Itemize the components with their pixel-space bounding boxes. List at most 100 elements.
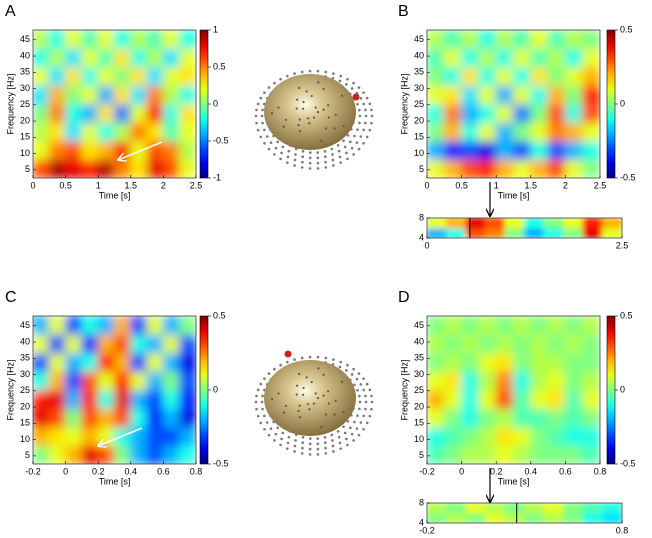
heatmap-cell: [547, 30, 566, 49]
electrode: [297, 123, 300, 127]
electrode: [255, 407, 258, 411]
electrode: [370, 121, 373, 125]
heatmap-cell: [162, 334, 181, 354]
electrode: [364, 114, 368, 118]
colorbar: [199, 29, 209, 179]
heatmap-cell: [81, 334, 99, 354]
heatmap-cell: [427, 371, 445, 391]
heatmap-cell: [530, 445, 549, 464]
heatmap-cell: [513, 334, 532, 354]
heatmap-cell: [478, 371, 497, 391]
x-tick-label: 0: [424, 240, 429, 250]
heatmap-cell: [564, 334, 584, 354]
heatmap-cell: [524, 512, 545, 523]
heatmap-cell: [495, 352, 514, 372]
electrode: [256, 128, 260, 132]
electrode: [342, 425, 345, 429]
heatmap-cell: [547, 103, 566, 123]
heatmap-cell: [478, 389, 497, 409]
heatmap-cell: [179, 316, 196, 335]
electrode: [332, 72, 335, 75]
heatmap-cell: [478, 445, 497, 464]
electrode: [336, 430, 340, 433]
electrode: [286, 441, 290, 445]
heatmap-cell: [33, 371, 50, 391]
electrode: [370, 108, 373, 112]
heatmap-cell: [130, 140, 148, 160]
electrode: [280, 437, 283, 441]
electrode: [370, 114, 374, 118]
heatmap-cell: [564, 389, 584, 409]
electrode: [342, 125, 345, 128]
electrode: [281, 431, 285, 435]
heatmap-cell: [461, 48, 480, 68]
electrode: [358, 394, 361, 398]
chart: 0 0.5 1 1.5 2 2.5 5 10 15 20 25 30 35 40 45 Time [s] Fre…: [398, 3, 636, 200]
heatmap-cell: [478, 159, 497, 178]
electrode: [302, 100, 305, 104]
electrode: [254, 114, 258, 118]
heatmap-cell: [443, 66, 463, 86]
heatmap-cell: [543, 512, 564, 523]
x-tick-label: 2.5: [190, 180, 203, 190]
heatmap-cell: [179, 30, 196, 49]
electrode: [298, 86, 301, 90]
heatmap-cell: [427, 389, 445, 409]
electrode: [302, 386, 305, 390]
y-tick-label: 35: [414, 67, 424, 77]
electrode: [324, 166, 328, 169]
heatmap-cell: [495, 445, 514, 464]
heatmap-cell: [547, 371, 566, 391]
heatmap-cell: [513, 85, 532, 105]
heatmap-cell: [65, 352, 83, 372]
heatmap-cell: [564, 140, 584, 160]
heatmap-cell: [530, 426, 549, 446]
colorbar-tick-label: -0.5: [620, 458, 636, 468]
heatmap-cell: [564, 352, 584, 372]
electrode: [337, 435, 341, 439]
heatmap-cell: [48, 389, 67, 409]
heatmap-cell: [146, 445, 164, 464]
heatmap-cell: [513, 122, 532, 142]
y-tick-label: 10: [20, 434, 30, 444]
electrode: [353, 383, 356, 387]
heatmap-cell: [504, 227, 525, 238]
colorbar-tick-label: 0: [620, 98, 625, 108]
electrode: [316, 161, 320, 165]
electrode: [300, 356, 304, 360]
annotations: [98, 141, 490, 502]
heatmap-cell: [146, 140, 164, 160]
electrode: [370, 407, 373, 411]
heatmap-cell: [485, 227, 506, 238]
colorbar-tick-label: 0: [620, 384, 625, 394]
plot-frame: [32, 315, 197, 465]
electrode: [332, 450, 335, 453]
heatmap-cell: [146, 103, 164, 123]
electrode: [309, 151, 312, 154]
x-tick-label: 0.8: [190, 466, 203, 476]
heatmap-cell: [162, 85, 181, 105]
heatmap-cell: [582, 316, 600, 335]
heatmap-cell: [485, 218, 506, 229]
electrode: [316, 69, 320, 73]
heatmap-cell: [564, 371, 584, 391]
heatmap-cell: [146, 316, 164, 335]
electrode: [365, 96, 369, 100]
heatmap-cell: [81, 389, 99, 409]
heatmap-cell: [530, 48, 549, 68]
heatmap-cell: [48, 159, 67, 178]
electrode: [298, 130, 302, 133]
electrode: [316, 396, 320, 400]
electrode: [324, 356, 328, 360]
heatmap-cell: [495, 66, 514, 86]
heatmap-cell: [495, 316, 514, 335]
heatmap-cell: [48, 122, 67, 142]
electrode: [345, 151, 348, 155]
electrode: [259, 96, 263, 100]
electrode: [295, 107, 298, 110]
electrode: [362, 128, 365, 132]
electrode: [334, 113, 337, 116]
heatmap-cell: [81, 30, 99, 49]
electrode: [324, 446, 327, 450]
heatmap-cell: [564, 122, 584, 142]
